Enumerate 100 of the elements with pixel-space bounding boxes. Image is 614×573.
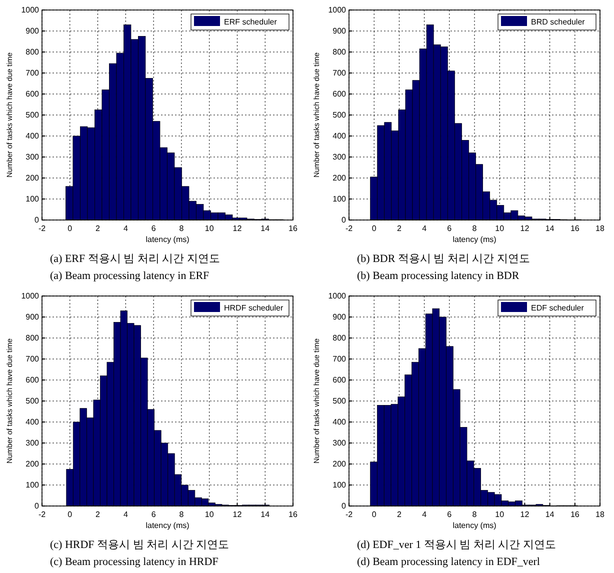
x-tick-label: 2 (396, 224, 402, 233)
y-tick-label: 800 (26, 48, 40, 57)
y-tick-label: 500 (332, 110, 347, 120)
text: (a) ERF 적용시 빔 처리 시간 지연도 (50, 253, 220, 265)
y-tick-label: 0 (342, 216, 347, 225)
x-tick-label: 16 (570, 224, 580, 233)
x-tick-label: 8 (472, 510, 478, 519)
x-tick-label: 2 (96, 224, 101, 233)
x-tick-label: 6 (447, 224, 452, 233)
x-tick-label: 2 (396, 510, 402, 519)
y-tick-label: 200 (332, 174, 347, 183)
x-tick-label: 12 (232, 224, 242, 233)
text: (b) BDR 적용시 빔 처리 시간 지연도 (357, 253, 530, 265)
legend-label: EDF scheduler (531, 304, 584, 312)
y-tick-label: 100 (332, 194, 347, 204)
y-tick-label: 800 (26, 334, 40, 343)
x-axis-title: latency (ms) (452, 235, 497, 244)
x-tick-label: -2 (38, 510, 46, 519)
y-tick-label: 0 (34, 502, 40, 511)
y-tick-label: 100 (332, 480, 347, 490)
x-tick-label: 18 (596, 224, 605, 233)
y-tick-label: 600 (26, 376, 40, 385)
y-tick-label: 1000 (328, 292, 347, 301)
text: (b) Beam processing latency in BDR (357, 270, 520, 282)
y-tick-label: 1000 (21, 6, 40, 15)
y-tick-label: 300 (26, 438, 40, 448)
text: (d) EDF_ver 1 적용시 빔 처리 시간 지연도 (357, 539, 556, 551)
x-tick-label: 14 (260, 224, 270, 233)
y-tick-label: 200 (26, 460, 40, 469)
x-tick-label: 6 (447, 510, 452, 519)
y-tick-label: 300 (26, 152, 40, 162)
y-tick-label: 400 (332, 418, 347, 427)
y-tick-label: 800 (332, 48, 347, 57)
y-tick-label: 300 (332, 438, 347, 448)
y-tick-label: 500 (26, 110, 40, 120)
y-tick-label: 0 (34, 216, 40, 225)
y-tick-label: 200 (26, 174, 40, 183)
y-tick-label: 100 (26, 194, 40, 204)
text: (c) Beam processing latency in HRDF (50, 556, 218, 568)
y-tick-label: 900 (26, 26, 40, 36)
x-tick-label: 4 (123, 224, 128, 233)
y-tick-label: 1000 (328, 6, 347, 15)
x-tick-label: 0 (68, 510, 73, 519)
y-tick-label: 500 (332, 396, 347, 406)
x-tick-label: 6 (151, 224, 156, 233)
x-tick-label: 14 (260, 510, 270, 519)
x-tick-label: 8 (179, 510, 184, 519)
x-tick-label: 8 (472, 224, 478, 233)
x-tick-label: 8 (179, 224, 184, 233)
x-axis-title: latency (ms) (452, 521, 497, 530)
x-axis-title: latency (ms) (146, 521, 190, 530)
x-tick-label: 16 (288, 224, 298, 233)
y-tick-label: 200 (332, 460, 347, 469)
y-tick-label: 600 (26, 90, 40, 99)
y-tick-label: 600 (332, 376, 347, 385)
x-tick-label: 16 (288, 510, 298, 519)
y-tick-label: 900 (332, 26, 347, 36)
x-tick-label: 4 (422, 224, 428, 233)
x-tick-label: 14 (545, 510, 555, 519)
y-tick-label: 600 (332, 90, 347, 99)
y-tick-label: 400 (26, 418, 40, 427)
x-tick-label: 12 (520, 510, 530, 519)
x-tick-label: 12 (232, 510, 242, 519)
y-tick-label: 900 (332, 312, 347, 322)
legend-label: BRD scheduler (531, 18, 586, 26)
legend-label: ERF scheduler (224, 18, 278, 26)
x-tick-label: 2 (96, 510, 101, 519)
x-tick-label: 14 (545, 224, 555, 233)
x-tick-label: 18 (596, 510, 605, 519)
x-tick-label: -2 (38, 224, 46, 233)
y-tick-label: 800 (332, 334, 347, 343)
y-tick-label: 700 (332, 68, 347, 78)
x-tick-label: 12 (520, 224, 530, 233)
x-tick-label: -2 (345, 224, 354, 233)
x-tick-label: 16 (570, 510, 580, 519)
y-tick-label: 100 (26, 480, 40, 490)
x-tick-label: 0 (372, 224, 377, 233)
x-tick-label: 10 (495, 224, 505, 233)
x-tick-label: -2 (345, 510, 354, 519)
x-tick-label: 10 (495, 510, 505, 519)
x-axis-title: latency (ms) (146, 235, 190, 244)
y-tick-label: 700 (332, 354, 347, 364)
x-tick-label: 0 (68, 224, 73, 233)
legend-label: HRDF scheduler (224, 304, 284, 312)
x-tick-label: 10 (204, 510, 214, 519)
y-tick-label: 1000 (21, 292, 40, 301)
y-tick-label: 900 (26, 312, 40, 322)
x-tick-label: 4 (422, 510, 428, 519)
y-tick-label: 500 (26, 396, 40, 406)
x-tick-label: 0 (372, 510, 377, 519)
x-tick-label: 4 (123, 510, 128, 519)
y-tick-label: 700 (26, 354, 40, 364)
text: (d) Beam processing latency in EDF_verl (357, 556, 540, 568)
y-tick-label: 400 (26, 132, 40, 141)
y-tick-label: 300 (332, 152, 347, 162)
text: (a) Beam processing latency in ERF (50, 270, 210, 282)
y-tick-label: 700 (26, 68, 40, 78)
x-tick-label: 6 (151, 510, 156, 519)
x-tick-label: 10 (204, 224, 214, 233)
text: (c) HRDF 적용시 빔 처리 시간 지연도 (50, 539, 230, 551)
